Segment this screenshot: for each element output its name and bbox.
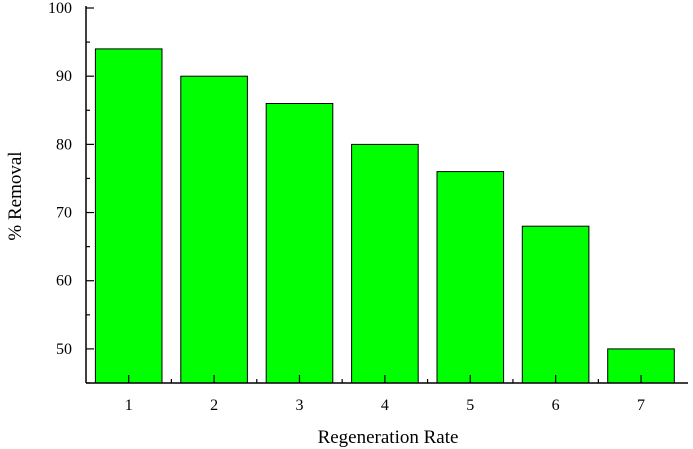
bar-1 (94, 48, 163, 384)
bar-3 (265, 103, 334, 384)
y-tick-label: 50 (56, 341, 72, 358)
y-tick-label: 80 (56, 136, 72, 153)
x-tick-label: 2 (210, 397, 218, 414)
x-tick-label: 7 (637, 397, 645, 414)
y-axis-title: % Removal (5, 151, 26, 240)
bars-group (94, 48, 675, 384)
bar-4 (351, 143, 419, 384)
x-axis-title: Regeneration Rate (318, 427, 459, 448)
y-tick-label: 100 (48, 0, 72, 17)
x-tick-label: 3 (296, 397, 304, 414)
x-tick-label: 6 (552, 397, 560, 414)
y-tick-label: 90 (56, 68, 72, 85)
bar-2 (180, 75, 248, 384)
y-tick-label: 70 (56, 205, 72, 222)
axes-group (85, 6, 688, 384)
bar-5 (436, 171, 505, 384)
x-tick-label: 1 (125, 397, 133, 414)
y-tick-label: 60 (56, 273, 72, 290)
x-tick-label: 4 (381, 397, 389, 414)
bar-6 (521, 225, 590, 384)
ticks-group: 50 60 70 80 90 100 1 2 3 4 5 6 7 (48, 0, 645, 414)
x-tick-label: 5 (466, 397, 474, 414)
